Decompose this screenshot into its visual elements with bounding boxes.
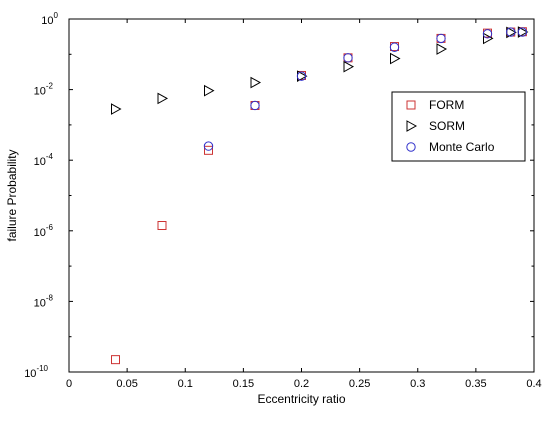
legend-label-monte-carlo: Monte Carlo <box>429 140 495 154</box>
x-axis-label: Eccentricity ratio <box>257 392 345 406</box>
y-tick-label: 10-8 <box>34 293 54 309</box>
x-tick-label: 0.15 <box>233 378 254 390</box>
x-tick-label: 0.35 <box>465 378 486 390</box>
x-tick-label: 0.1 <box>178 378 193 390</box>
x-tick-label: 0.4 <box>526 378 541 390</box>
y-tick-label: 10-4 <box>34 152 54 168</box>
x-tick-label: 0.2 <box>294 378 309 390</box>
x-tick-label: 0.25 <box>349 378 370 390</box>
legend-label-form: FORM <box>429 98 464 112</box>
x-tick-label: 0.3 <box>410 378 425 390</box>
legend-label-sorm: SORM <box>429 119 465 133</box>
x-tick-label: 0.05 <box>116 378 137 390</box>
y-tick-label: 10-10 <box>24 364 48 380</box>
y-axis-label: failure Probability <box>5 149 19 241</box>
y-tick-label: 10-2 <box>34 82 54 98</box>
legend: FORM SORM Monte Carlo <box>392 92 525 161</box>
y-tick-label: 10-6 <box>34 223 54 239</box>
y-tick-label: 100 <box>41 11 58 27</box>
x-tick-label: 0 <box>66 378 72 390</box>
